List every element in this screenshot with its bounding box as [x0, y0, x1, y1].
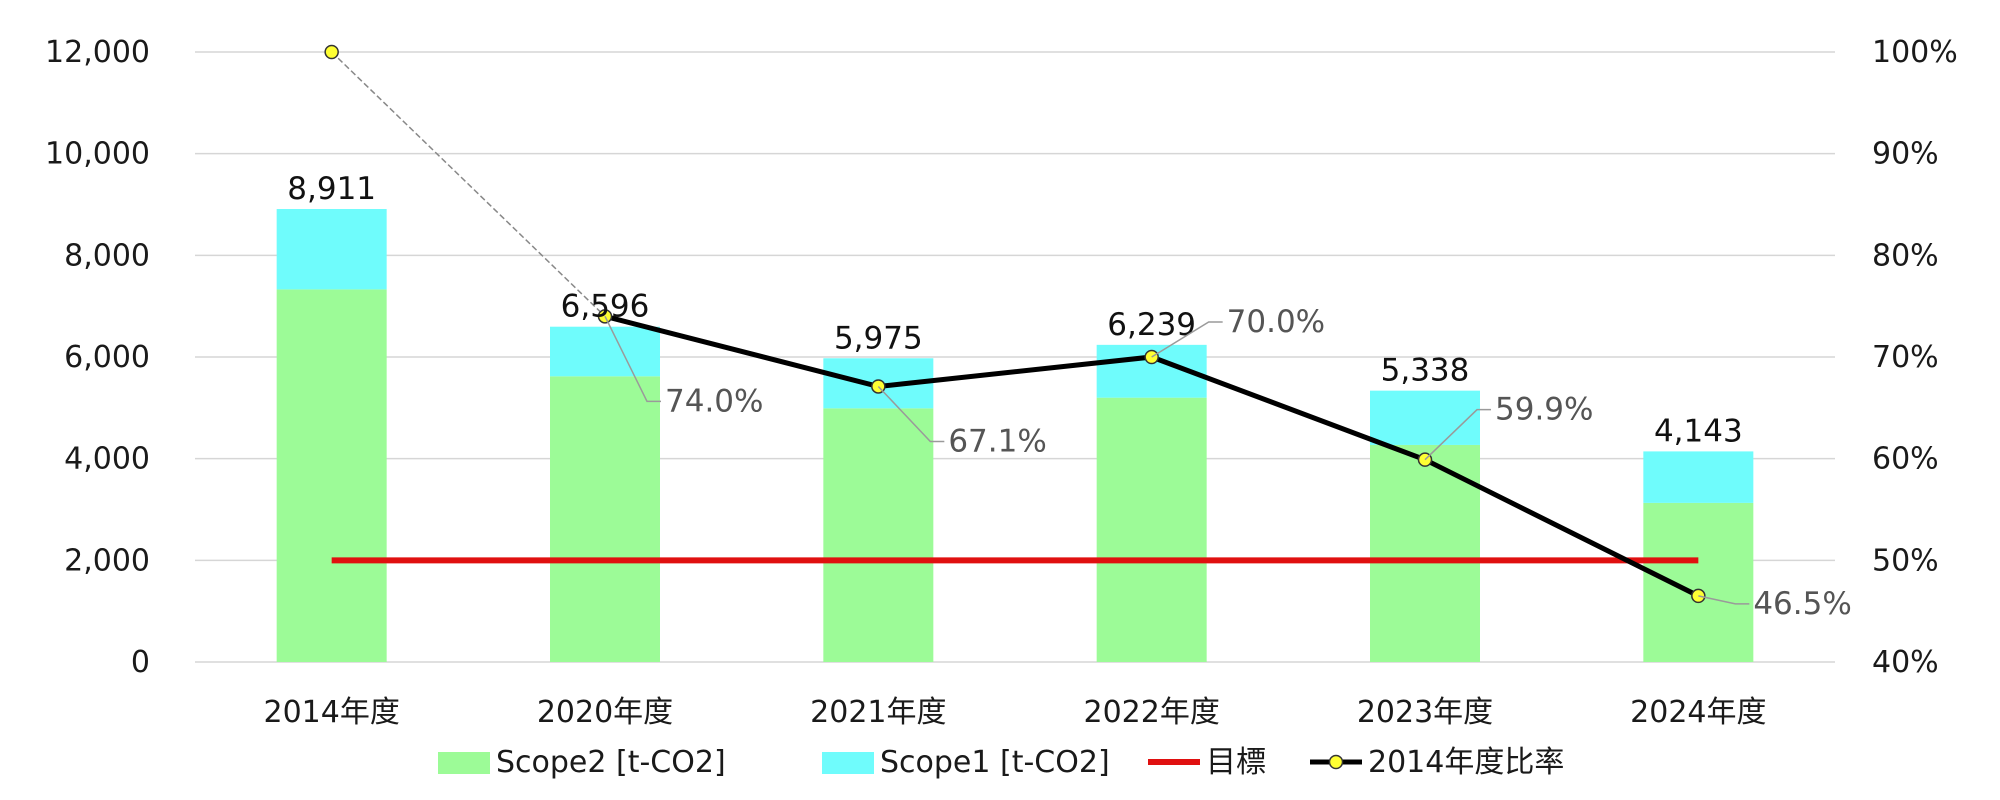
legend-swatch-scope2: [438, 752, 490, 774]
y-tick-label: 4,000: [64, 442, 150, 477]
legend-marker-ratio: [1328, 754, 1344, 770]
ratio-marker: [324, 44, 339, 60]
legend-label-target: 目標: [1206, 745, 1266, 780]
y-tick-label: 6,000: [64, 340, 150, 375]
x-tick-label: 2022年度: [1083, 695, 1219, 730]
legend: Scope2 [t-CO2] Scope1 [t-CO2] 目標 2014年度比率: [438, 745, 1564, 780]
x-tick-label: 2021年度: [810, 695, 946, 730]
ratio-line-series: [324, 44, 1706, 604]
bar-total-label: 5,975: [834, 320, 923, 356]
legend-label-ratio: 2014年度比率: [1368, 745, 1564, 780]
y2-tick-label: 60%: [1872, 442, 1939, 477]
bar-scope2: [276, 289, 387, 662]
y2-tick-label: 90%: [1872, 137, 1939, 172]
x-tick-label: 2024年度: [1630, 695, 1766, 730]
bar-total-label: 6,239: [1107, 307, 1196, 343]
bar-scope2: [1096, 397, 1207, 662]
y-tick-label: 8,000: [64, 238, 150, 273]
ratio-label: 46.5%: [1753, 586, 1851, 622]
ratio-leader-line: [1698, 595, 1750, 605]
legend-label-scope1: Scope1 [t-CO2]: [880, 745, 1110, 780]
ratio-label: 74.0%: [665, 383, 763, 419]
y2-tick-label: 100%: [1872, 35, 1958, 70]
y2-tick-label: 70%: [1872, 340, 1939, 375]
bar-total-label: 8,911: [287, 171, 376, 207]
y2-tick-label: 80%: [1872, 238, 1939, 273]
y-tick-label: 12,000: [45, 35, 150, 70]
y2-tick-label: 40%: [1872, 645, 1939, 680]
ratio-label: 67.1%: [948, 423, 1046, 459]
bar-scope2: [823, 408, 934, 662]
x-tick-label: 2020年度: [537, 695, 673, 730]
ratio-leader-line: [1424, 408, 1491, 461]
bar-scope1: [1643, 451, 1754, 503]
x-tick-label: 2023年度: [1357, 695, 1493, 730]
y-tick-label: 0: [131, 645, 150, 680]
bar-total-label: 4,143: [1654, 413, 1743, 449]
ratio-leader-line: [877, 385, 945, 443]
bar-scope2: [550, 376, 660, 662]
legend-swatch-scope1: [822, 752, 874, 774]
bar-scope2: [1370, 444, 1480, 662]
ratio-leader-line: [604, 316, 661, 403]
bar-scope1: [276, 209, 387, 290]
bar-total-label: 5,338: [1381, 353, 1470, 389]
x-tick-label: 2014年度: [263, 695, 399, 730]
bar-scope2: [1643, 502, 1754, 662]
ratio-label: 70.0%: [1227, 304, 1325, 340]
ratio-leader-line: [1151, 321, 1223, 358]
gridlines: [195, 51, 1835, 663]
bar-total-label: 6,596: [561, 289, 650, 325]
bars: [276, 209, 1754, 662]
y-tick-label: 2,000: [64, 543, 150, 578]
data-labels: 8,911 6,596 5,975 6,239 5,338 4,143 74.0% 67.1%…: [287, 171, 1852, 622]
bar-scope1: [1370, 390, 1480, 445]
ratio-label: 59.9%: [1495, 392, 1593, 428]
ratio-connector-dashed: [331, 51, 606, 317]
legend-label-scope2: Scope2 [t-CO2]: [496, 745, 726, 780]
axes: 0 2,000 4,000 6,000 8,000 10,000 12,000 40% 50% 6…: [45, 35, 1958, 730]
y2-tick-label: 50%: [1872, 543, 1939, 578]
bar-scope1: [550, 326, 660, 377]
y-tick-label: 10,000: [45, 137, 150, 172]
